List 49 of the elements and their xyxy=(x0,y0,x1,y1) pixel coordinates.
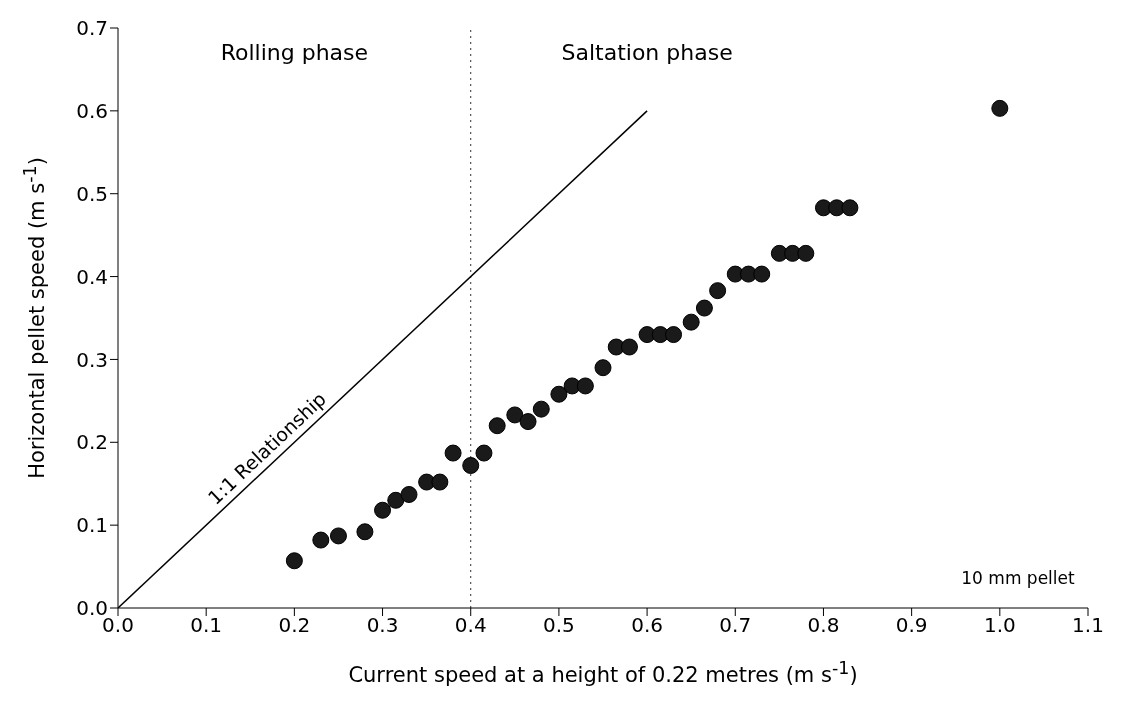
x-tick-label: 0.2 xyxy=(278,613,311,638)
x-tick-label: 0.8 xyxy=(807,613,840,638)
point xyxy=(665,326,683,344)
point xyxy=(519,413,537,431)
x-tick-label: 0.1 xyxy=(190,613,223,638)
point xyxy=(991,99,1009,117)
point xyxy=(488,417,506,435)
x-tick-label: 0.5 xyxy=(543,613,575,638)
point xyxy=(285,552,303,570)
y-tick-label: 0.2 xyxy=(76,430,108,455)
point xyxy=(532,400,550,418)
point xyxy=(695,299,713,317)
point xyxy=(753,265,771,283)
y-tick-label: 0.5 xyxy=(76,181,108,206)
point xyxy=(462,456,480,474)
x-tick-label: 0.4 xyxy=(454,613,487,638)
annotation: Rolling phase xyxy=(220,40,369,65)
y-tick-label: 0.6 xyxy=(76,98,108,123)
annotation: 10 mm pellet xyxy=(961,568,1075,588)
point xyxy=(506,406,524,424)
point xyxy=(550,385,568,403)
point xyxy=(431,473,449,491)
x-tick-label: 0.3 xyxy=(366,613,399,638)
point xyxy=(400,485,418,503)
point xyxy=(475,444,493,462)
x-tick-label: 0.9 xyxy=(895,613,928,638)
x-tick-label: 1.0 xyxy=(983,613,1016,638)
point xyxy=(312,531,330,549)
y-tick-label: 0.3 xyxy=(76,347,108,372)
point xyxy=(620,338,638,356)
point xyxy=(444,444,462,462)
point xyxy=(841,199,859,217)
point xyxy=(797,244,815,262)
point xyxy=(329,527,347,545)
point xyxy=(682,313,700,331)
point xyxy=(576,377,594,395)
x-tick-label: 0.6 xyxy=(631,613,663,638)
y-tick-label: 0.1 xyxy=(76,513,108,538)
y-tick-label: 0.4 xyxy=(76,264,108,289)
x-tick-label: 1.1 xyxy=(1072,613,1104,638)
x-tick-label: 0.7 xyxy=(719,613,752,638)
point xyxy=(594,359,612,377)
x-axis-title: Current speed at a height of 0.22 metres (m s$^{-1}$) xyxy=(348,658,858,687)
point xyxy=(387,491,405,509)
y-tick-label: 0.7 xyxy=(76,16,108,41)
point xyxy=(709,282,727,300)
point xyxy=(374,501,392,519)
point xyxy=(356,523,374,541)
annotation: Saltation phase xyxy=(561,40,733,65)
